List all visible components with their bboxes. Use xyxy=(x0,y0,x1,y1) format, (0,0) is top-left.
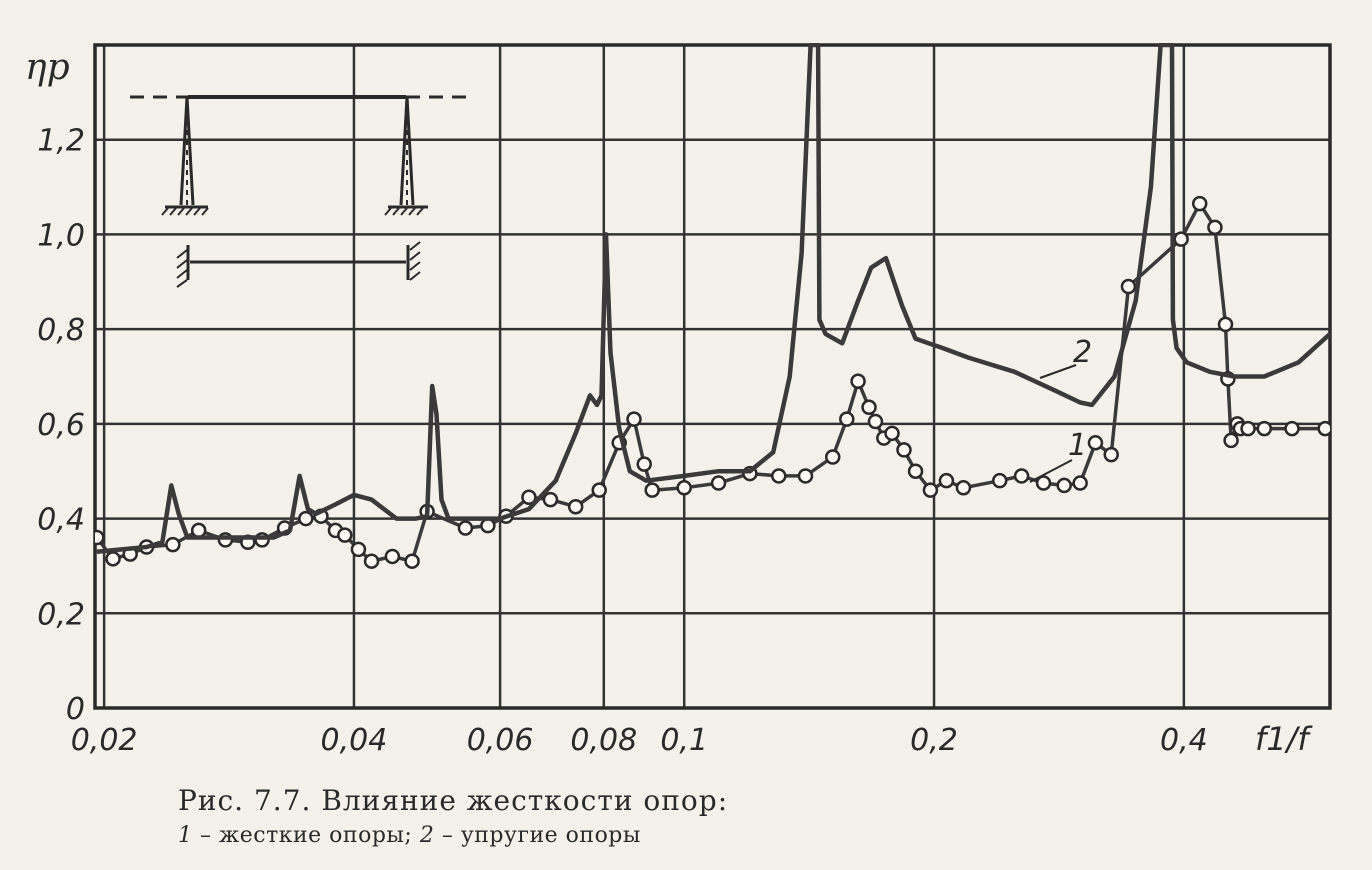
series-1-point xyxy=(644,482,660,498)
series-1-point xyxy=(457,520,474,536)
x-tick-label: 0,1 xyxy=(660,723,708,758)
y-axis-label: ηp xyxy=(25,47,70,88)
x-tick-label: 0,04 xyxy=(321,723,388,758)
plot-area: 0 0,2 0,4 0,6 0,8 1,0 1,2 0,02 0,04 0,06 0,08 0,1 0,… xyxy=(25,43,1332,758)
x-tick-label: 0,2 xyxy=(910,723,958,758)
series-1-point xyxy=(907,463,924,479)
series-1-point xyxy=(567,498,584,515)
equivalent-beam xyxy=(176,241,421,288)
legend-1-number: 1 xyxy=(178,823,193,848)
series-1-point xyxy=(591,482,607,498)
series-1-point xyxy=(636,456,652,472)
series-1-point xyxy=(95,529,105,546)
y-tick-label: 1,0 xyxy=(37,218,85,253)
y-tick-label: 0,6 xyxy=(37,408,85,443)
curve-label-1: 1 xyxy=(1068,428,1087,463)
series-1-point xyxy=(1207,219,1223,236)
series-1-point xyxy=(384,548,401,565)
series-1-point xyxy=(404,553,420,569)
legend-1-text: – жесткие опоры; xyxy=(200,823,413,848)
series-1-point xyxy=(1013,468,1030,484)
y-tick-label: 0,8 xyxy=(37,313,85,348)
series-1-point xyxy=(824,449,841,465)
x-tick-label: 0,02 xyxy=(71,723,138,758)
y-tick-label: 0,2 xyxy=(37,597,85,632)
series-1-point xyxy=(190,522,207,539)
series-1-point xyxy=(797,468,814,484)
curve-label-1-leader xyxy=(1029,459,1073,483)
series-1-point xyxy=(1087,435,1104,451)
series-1-point xyxy=(867,413,884,430)
curve-label-2: 2 xyxy=(1073,335,1092,370)
series-1-point xyxy=(480,517,496,534)
series-1-point xyxy=(1056,477,1072,494)
left-support xyxy=(161,96,209,216)
series-1-point xyxy=(884,425,900,442)
series-1-point xyxy=(850,373,866,389)
series-1-point xyxy=(1120,278,1137,295)
series-1-point xyxy=(839,411,855,427)
series-1-point xyxy=(105,551,121,567)
x-tick-label: 0,06 xyxy=(467,723,534,758)
series-1-point xyxy=(1317,420,1330,437)
series-1-point xyxy=(337,527,353,543)
series-1-point xyxy=(1256,420,1273,437)
y-tick-label: 1,2 xyxy=(37,124,85,159)
caption-legend: 1 – жесткие опоры; 2 – упругие опоры xyxy=(178,823,1078,848)
series-1-point xyxy=(771,468,787,484)
series-2-line xyxy=(96,43,1330,554)
series-1-point xyxy=(938,472,955,489)
legend-2-number: 2 xyxy=(419,823,435,848)
series-1-point xyxy=(165,536,181,553)
y-tick-label: 0 xyxy=(66,692,85,727)
series-1-point xyxy=(896,442,912,458)
y-tick-label: 0,4 xyxy=(37,503,85,538)
series-1-point xyxy=(626,411,642,427)
support-schematic xyxy=(130,95,470,288)
curve-label-2-leader xyxy=(1039,364,1077,379)
x-axis-label: f1/f xyxy=(1255,720,1313,758)
series-1-point xyxy=(542,491,559,508)
figure-caption: Рис. 7.7. Влияние жесткости опор: 1 – же… xyxy=(178,784,1078,848)
series-1-point xyxy=(350,541,367,558)
series-1-point xyxy=(955,480,972,496)
series-1-point xyxy=(1103,446,1119,463)
legend-2-text: – упругие опоры xyxy=(441,823,641,848)
series-1-point xyxy=(1035,475,1052,491)
series-1-point xyxy=(991,472,1008,489)
series-1-point xyxy=(1191,195,1208,212)
series-1-point xyxy=(676,480,692,496)
series-1-point xyxy=(1072,475,1088,491)
series-1-point xyxy=(298,510,314,527)
right-support xyxy=(384,96,428,216)
x-tick-label: 0,08 xyxy=(570,723,637,758)
series-1-point xyxy=(1217,316,1234,333)
series-1-point xyxy=(861,399,877,416)
series-1-point xyxy=(521,489,537,506)
caption-title: Рис. 7.7. Влияние жесткости опор: xyxy=(178,784,729,817)
plot-frame xyxy=(93,43,1332,710)
series-1-point xyxy=(710,475,727,491)
series-1-point xyxy=(1284,420,1300,437)
series-1-point xyxy=(1240,420,1256,437)
series-1-point xyxy=(922,482,939,498)
series-1-point xyxy=(1173,231,1189,247)
series-group xyxy=(95,43,1330,569)
series-1-point xyxy=(1223,432,1239,449)
series-1-point xyxy=(363,553,380,569)
x-tick-label: 0,4 xyxy=(1160,723,1208,758)
